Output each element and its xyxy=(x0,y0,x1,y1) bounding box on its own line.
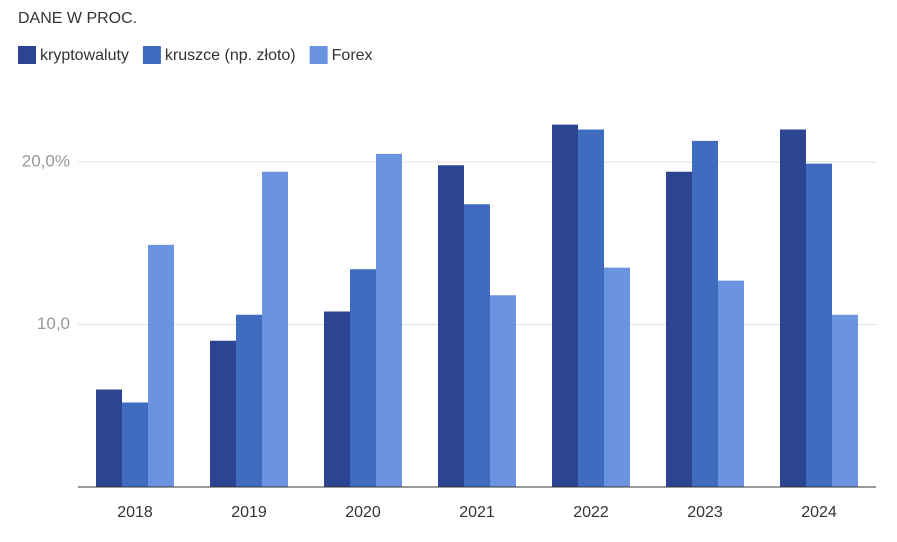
bar xyxy=(96,389,122,487)
x-tick-label: 2021 xyxy=(459,504,495,521)
bar xyxy=(464,204,490,487)
bar xyxy=(236,314,262,487)
bar xyxy=(490,295,516,487)
legend-label: kryptowaluty xyxy=(40,47,129,64)
legend-label: kruszce (np. złoto) xyxy=(165,47,296,64)
y-tick-label: 10,0 xyxy=(37,314,70,333)
x-tick-label: 2020 xyxy=(345,504,381,521)
bar xyxy=(604,267,630,487)
bar xyxy=(148,244,174,487)
bar xyxy=(262,171,288,487)
x-tick-label: 2023 xyxy=(687,504,723,521)
bar xyxy=(210,340,236,487)
bar xyxy=(578,129,604,487)
bar xyxy=(666,171,692,487)
y-tick-label: 20,0% xyxy=(22,151,70,170)
x-tick-label: 2018 xyxy=(117,504,153,521)
bar xyxy=(806,163,832,487)
x-tick-label: 2024 xyxy=(801,504,837,521)
bar xyxy=(718,280,744,487)
bar xyxy=(376,153,402,487)
x-tick-label: 2022 xyxy=(573,504,609,521)
legend-swatch xyxy=(18,46,36,64)
bar xyxy=(780,129,806,487)
bar xyxy=(122,402,148,487)
bar xyxy=(350,269,376,487)
bar xyxy=(552,124,578,487)
legend-label: Forex xyxy=(332,47,373,64)
bar xyxy=(832,314,858,487)
bar xyxy=(692,140,718,487)
legend-swatch xyxy=(142,46,161,64)
bar xyxy=(324,311,350,487)
bar xyxy=(438,165,464,487)
legend-swatch xyxy=(309,46,328,64)
x-tick-label: 2019 xyxy=(231,504,267,521)
chart-title: DANE W PROC. xyxy=(18,10,137,27)
